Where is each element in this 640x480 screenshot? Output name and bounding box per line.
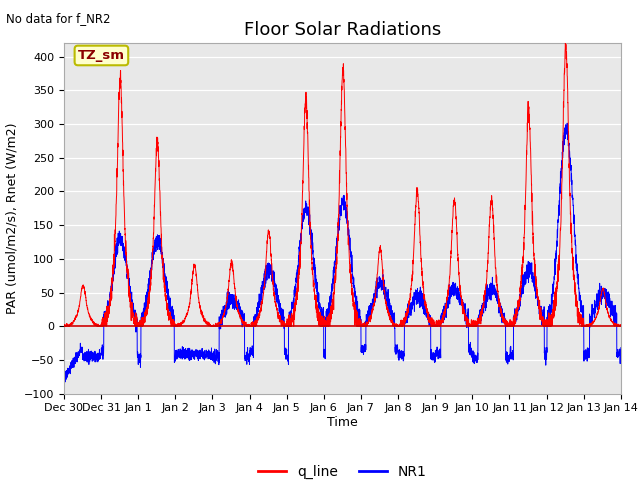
Title: Floor Solar Radiations: Floor Solar Radiations [244,21,441,39]
Text: No data for f_NR2: No data for f_NR2 [6,12,111,25]
Text: TZ_sm: TZ_sm [78,49,125,62]
Y-axis label: PAR (umol/m2/s), Rnet (W/m2): PAR (umol/m2/s), Rnet (W/m2) [5,123,19,314]
X-axis label: Time: Time [327,416,358,429]
Legend: q_line, NR1: q_line, NR1 [253,459,432,480]
